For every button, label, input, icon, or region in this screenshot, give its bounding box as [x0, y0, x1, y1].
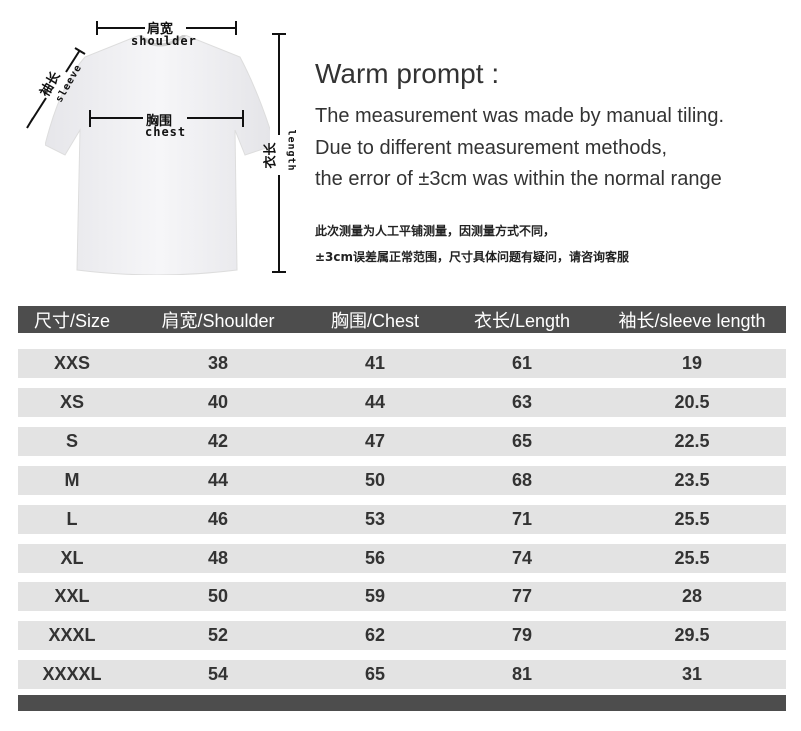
table-cell: 56 — [364, 547, 386, 568]
table-row: XL 48 56 74 25.5 — [18, 543, 786, 573]
table-cell: XXS — [53, 353, 91, 373]
column-header: 衣长/Length — [473, 310, 571, 331]
table-cell: 25.5 — [674, 508, 710, 529]
table-row: XXL 50 59 77 28 — [18, 582, 786, 612]
column-header: 胸围/Chest — [330, 310, 420, 331]
table-cell: 52 — [207, 625, 229, 646]
table-cell: 23.5 — [674, 469, 710, 490]
column-header: 肩宽/Shoulder — [161, 310, 275, 331]
table-cell: 79 — [511, 625, 533, 646]
table-cell: 74 — [511, 547, 533, 568]
table-cell: 20.5 — [674, 391, 710, 412]
shoulder-label-cn: 肩宽 — [147, 22, 174, 37]
column-header: 袖长/sleeve length — [618, 310, 766, 331]
measure-lines — [26, 21, 286, 273]
table-row: S 42 47 65 22.5 — [18, 426, 786, 456]
table-cell: 63 — [511, 391, 533, 412]
table-cell: 44 — [207, 469, 229, 490]
table-cell: XXXL — [48, 625, 96, 646]
table-cell: 81 — [511, 664, 533, 685]
table-cell: 53 — [364, 508, 386, 529]
table-cell: L — [66, 508, 78, 529]
table-cell: 40 — [207, 391, 229, 412]
table-cell: 47 — [364, 430, 386, 451]
table-cell: XS — [59, 391, 85, 412]
table-cell: 71 — [511, 508, 533, 529]
chest-label-en: chest — [145, 125, 187, 139]
table-cell: 41 — [364, 353, 386, 373]
table-cell: XXXXL — [42, 664, 102, 685]
table-cell: 50 — [364, 469, 386, 490]
table-cell: 65 — [364, 664, 386, 685]
chest-label-cn: 胸围 — [146, 114, 173, 129]
table-row: M 44 50 68 23.5 — [18, 465, 786, 495]
table-cell: 61 — [511, 353, 533, 373]
table-row: XXS 38 41 61 19 — [18, 349, 786, 378]
table-cell: 50 — [207, 586, 229, 607]
prompt-cn-line-2: ±3cm误差属正常范围，尺寸具体问题有疑问，请咨询客服 — [315, 250, 630, 264]
table-cell: 54 — [207, 664, 229, 685]
table-cell: 29.5 — [674, 625, 710, 646]
table-cell: XL — [60, 547, 84, 568]
tshirt-image — [45, 35, 270, 275]
shoulder-label-en: shoulder — [131, 34, 197, 48]
column-header: 尺寸/Size — [33, 310, 111, 331]
table-cell: 38 — [207, 353, 229, 373]
table-cell: XXL — [54, 586, 90, 607]
table-cell: 77 — [511, 586, 533, 607]
table-row: L 46 53 71 25.5 — [18, 504, 786, 534]
table-header: 尺寸/Size 肩宽/Shoulder 胸围/Chest 衣长/Length 袖长/sl… — [18, 306, 786, 333]
table-cell: M — [64, 469, 80, 490]
table-cell: 28 — [681, 586, 703, 607]
table-row: XXXXL 54 65 81 31 — [18, 660, 786, 690]
table-cell: 25.5 — [674, 547, 710, 568]
prompt-line-3: the error of ±3cm was within the normal … — [315, 168, 722, 190]
table-cell: 68 — [511, 469, 533, 490]
table-footer-bar — [18, 695, 786, 711]
table-cell: 31 — [681, 664, 703, 685]
length-label-cn: 衣长 — [263, 142, 279, 169]
length-label-en: length — [285, 129, 297, 172]
table-cell: 42 — [207, 430, 229, 451]
table-row: XS 40 44 63 20.5 — [18, 387, 786, 417]
table-cell: 62 — [364, 625, 386, 646]
table-cell: 22.5 — [674, 430, 710, 451]
table-cell: 44 — [364, 391, 386, 412]
table-cell: 46 — [207, 508, 229, 529]
table-cell: S — [65, 430, 79, 451]
prompt-line-2: Due to different measurement methods, — [315, 137, 668, 159]
table-cell: 48 — [207, 547, 229, 568]
table-cell: 19 — [681, 353, 703, 373]
table-row: XXXL 52 62 79 29.5 — [18, 621, 786, 651]
prompt-line-1: The measurement was made by manual tilin… — [315, 105, 725, 127]
table-cell: 59 — [364, 586, 386, 607]
prompt-cn-line-1: 此次测量为人工平铺测量，因测量方式不同， — [315, 224, 556, 238]
table-cell: 65 — [511, 430, 533, 451]
prompt-title: Warm prompt : — [315, 58, 500, 89]
